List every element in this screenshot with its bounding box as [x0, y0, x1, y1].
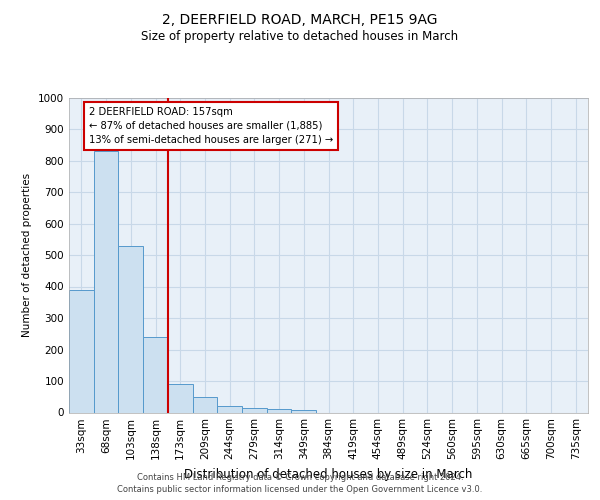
Bar: [118, 246, 143, 412]
Text: Size of property relative to detached houses in March: Size of property relative to detached ho…: [142, 30, 458, 43]
Bar: [267, 410, 292, 412]
Bar: [143, 337, 168, 412]
Bar: [217, 406, 242, 412]
Bar: [193, 397, 217, 412]
Text: Contains public sector information licensed under the Open Government Licence v3: Contains public sector information licen…: [118, 485, 482, 494]
Bar: [168, 384, 193, 412]
Bar: [242, 408, 267, 412]
Bar: [94, 151, 118, 412]
X-axis label: Distribution of detached houses by size in March: Distribution of detached houses by size …: [184, 468, 473, 481]
Bar: [69, 290, 94, 412]
Text: 2 DEERFIELD ROAD: 157sqm
← 87% of detached houses are smaller (1,885)
13% of sem: 2 DEERFIELD ROAD: 157sqm ← 87% of detach…: [89, 107, 333, 145]
Bar: [292, 410, 316, 412]
Y-axis label: Number of detached properties: Number of detached properties: [22, 173, 32, 337]
Text: Contains HM Land Registry data © Crown copyright and database right 2024.: Contains HM Land Registry data © Crown c…: [137, 472, 463, 482]
Text: 2, DEERFIELD ROAD, MARCH, PE15 9AG: 2, DEERFIELD ROAD, MARCH, PE15 9AG: [162, 12, 438, 26]
